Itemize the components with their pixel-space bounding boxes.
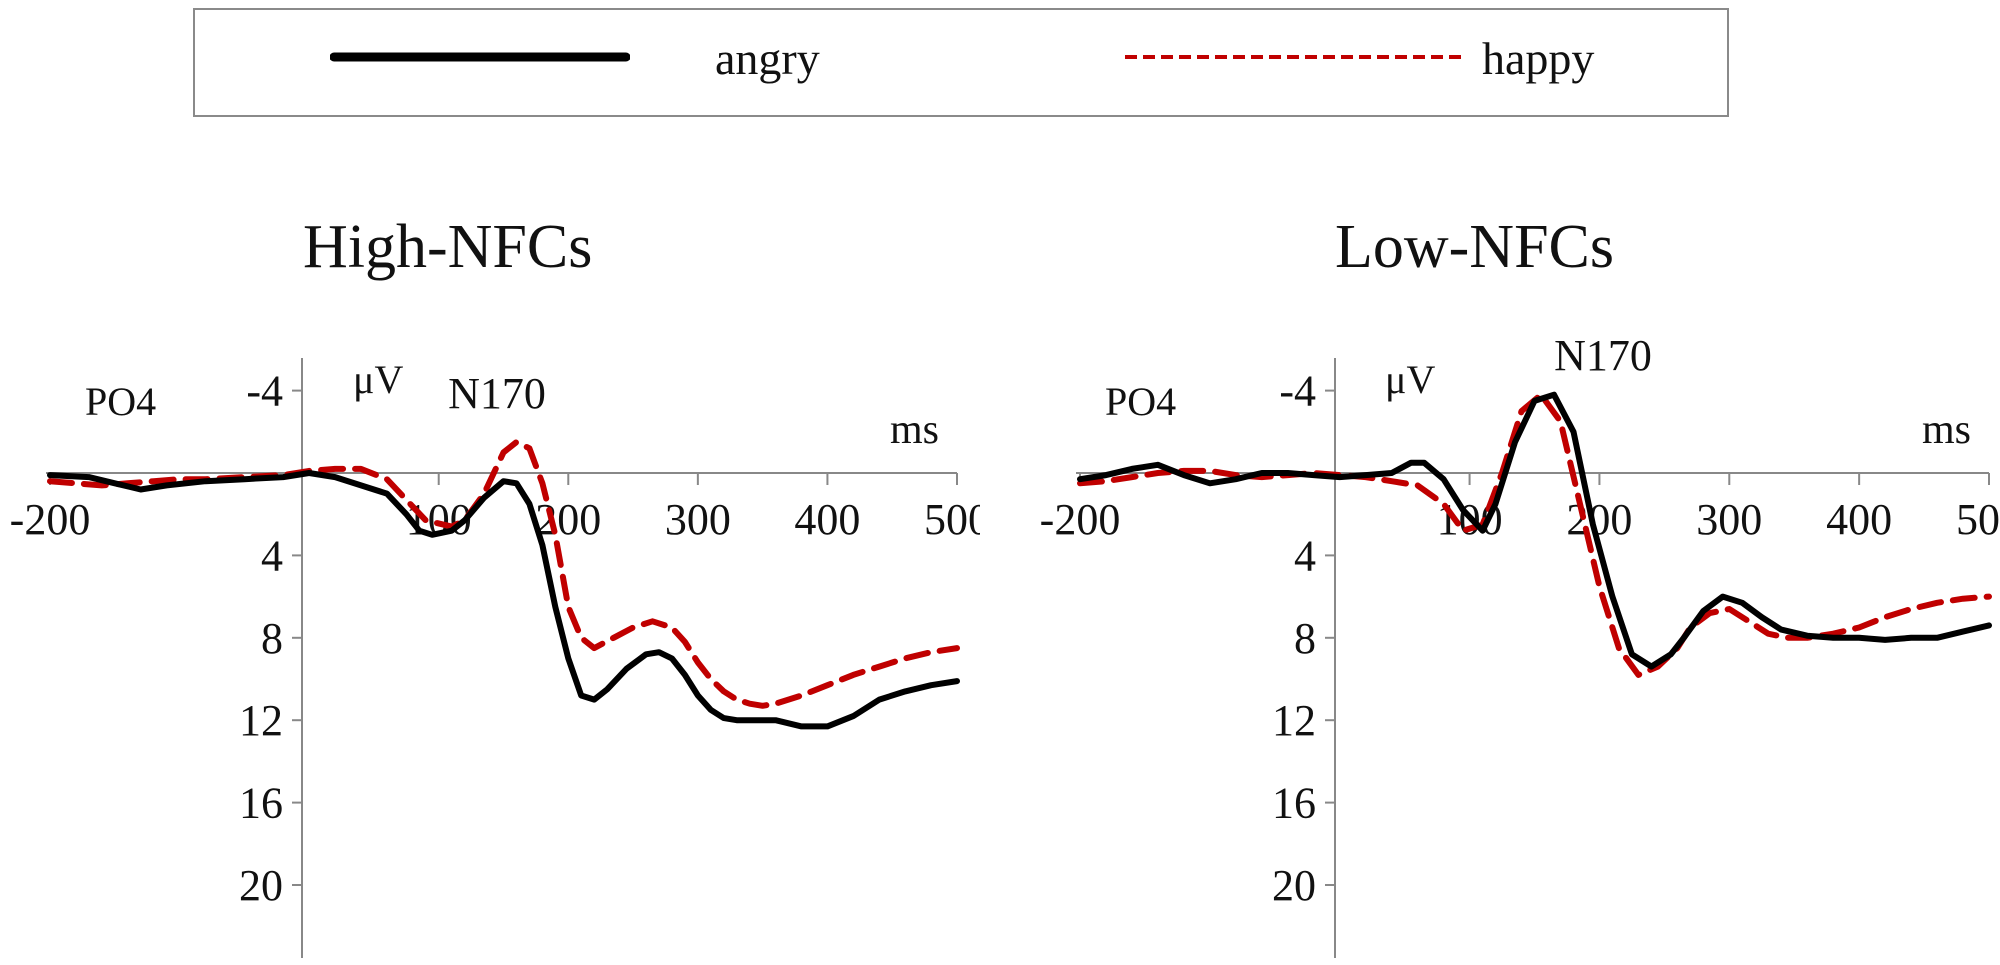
component-label: N170	[1554, 331, 1652, 380]
y-tick-label: 12	[239, 696, 283, 745]
y-tick-label: 4	[1294, 531, 1316, 580]
x-tick-label: 500	[1956, 495, 2000, 544]
x-tick-label: 300	[665, 495, 731, 544]
y-tick-label: -4	[1279, 367, 1316, 416]
x-tick-label: 200	[1566, 495, 1632, 544]
x-tick-label: 400	[1826, 495, 1892, 544]
y-tick-label: 8	[1294, 614, 1316, 663]
y-tick-label: 20	[1272, 861, 1316, 910]
panel-title-low: Low-NFCs	[1335, 213, 1615, 281]
panel-title-high: High-NFCs	[303, 213, 593, 281]
x-tick-label: -200	[1040, 495, 1121, 544]
x-tick-label: 300	[1696, 495, 1762, 544]
legend: angry happy	[193, 8, 1729, 117]
y-tick-label: 4	[261, 531, 283, 580]
time-unit-label: ms	[890, 407, 939, 453]
series-line-angry	[1077, 391, 1992, 670]
component-label: N170	[448, 369, 546, 418]
y-tick-label: -4	[246, 367, 283, 416]
x-tick-label: 500	[924, 495, 980, 544]
y-tick-label: 8	[261, 614, 283, 663]
legend-label-happy: happy	[1482, 33, 1595, 84]
time-unit-label: ms	[1922, 407, 1971, 453]
y-tick-label: 12	[1272, 696, 1316, 745]
x-tick-label: 400	[794, 495, 860, 544]
x-tick-label: -200	[10, 495, 91, 544]
series-line-angry	[47, 470, 960, 730]
y-tick-label: 16	[239, 779, 283, 828]
legend-label-angry: angry	[715, 33, 820, 84]
legend-swatch-happy	[1125, 55, 1467, 59]
legend-swatch-angry	[330, 52, 630, 62]
channel-label: PO4	[1105, 379, 1176, 424]
x-tick-label: 200	[535, 495, 601, 544]
unit-label: μV	[353, 357, 403, 402]
unit-label: μV	[1385, 357, 1435, 402]
y-tick-label: 16	[1272, 779, 1316, 828]
y-tick-label: 20	[239, 861, 283, 910]
channel-label: PO4	[85, 379, 156, 424]
